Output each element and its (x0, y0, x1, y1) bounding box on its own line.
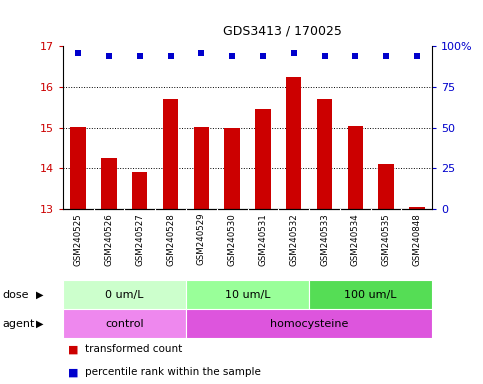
Text: GSM240526: GSM240526 (104, 213, 114, 266)
Text: GSM240535: GSM240535 (382, 213, 391, 266)
Bar (163, 99, 178, 209)
Bar (286, 77, 301, 209)
Text: transformed count: transformed count (85, 344, 182, 354)
Text: GSM240529: GSM240529 (197, 213, 206, 265)
Bar (309, 280, 432, 309)
Text: GSM240533: GSM240533 (320, 213, 329, 266)
Bar (194, 127, 209, 209)
Point (352, 53, 359, 59)
Bar (101, 158, 117, 209)
Bar (409, 207, 425, 209)
Text: control: control (105, 318, 143, 329)
Text: GSM240528: GSM240528 (166, 213, 175, 266)
Text: agent: agent (2, 318, 35, 329)
Bar (378, 164, 394, 209)
Text: GSM240527: GSM240527 (135, 213, 144, 266)
Text: ▶: ▶ (36, 290, 44, 300)
Bar (71, 127, 86, 209)
Point (74, 50, 82, 56)
Bar (317, 99, 332, 209)
Bar (186, 280, 309, 309)
Bar (132, 172, 147, 209)
Text: GSM240532: GSM240532 (289, 213, 298, 266)
Text: 0 um/L: 0 um/L (105, 290, 143, 300)
Point (382, 53, 390, 59)
Text: GDS3413 / 170025: GDS3413 / 170025 (223, 25, 342, 38)
Text: GSM240848: GSM240848 (412, 213, 421, 266)
Text: ■: ■ (68, 344, 78, 354)
Text: 10 um/L: 10 um/L (225, 290, 270, 300)
Bar (348, 126, 363, 209)
Bar (186, 309, 432, 338)
Text: homocysteine: homocysteine (270, 318, 348, 329)
Point (413, 53, 421, 59)
Bar (225, 127, 240, 209)
Text: 100 um/L: 100 um/L (344, 290, 397, 300)
Text: ▶: ▶ (36, 318, 44, 329)
Text: GSM240534: GSM240534 (351, 213, 360, 266)
Point (105, 53, 113, 59)
Text: ■: ■ (68, 367, 78, 377)
Text: percentile rank within the sample: percentile rank within the sample (85, 367, 260, 377)
Point (167, 53, 174, 59)
Point (259, 53, 267, 59)
Bar (63, 280, 186, 309)
Text: GSM240530: GSM240530 (227, 213, 237, 266)
Point (290, 50, 298, 56)
Text: GSM240525: GSM240525 (74, 213, 83, 266)
Point (228, 53, 236, 59)
Point (321, 53, 328, 59)
Text: dose: dose (2, 290, 29, 300)
Bar (255, 109, 270, 209)
Point (136, 53, 143, 59)
Bar (63, 309, 186, 338)
Text: GSM240531: GSM240531 (258, 213, 268, 266)
Point (198, 50, 205, 56)
